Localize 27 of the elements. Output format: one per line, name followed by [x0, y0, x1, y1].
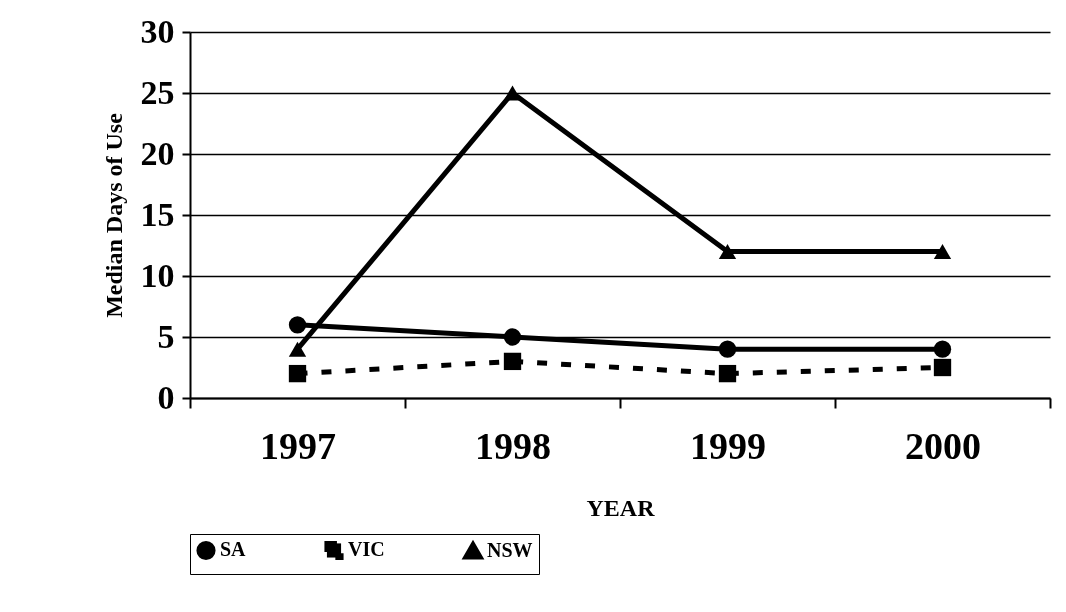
point — [718, 340, 737, 358]
y-tick-label: 15 — [140, 195, 175, 233]
point — [933, 340, 952, 358]
x-tick-label: 1998 — [475, 424, 551, 467]
point — [288, 341, 307, 357]
x-tick-label: 1999 — [690, 424, 766, 467]
y-tick-label: 25 — [140, 73, 175, 111]
legend-label: SA — [220, 538, 247, 561]
point — [503, 328, 522, 346]
y-tick-label: 30 — [140, 12, 175, 50]
point — [718, 364, 737, 383]
y-tick-label: 20 — [140, 134, 175, 172]
y-tick-label: 0 — [157, 378, 175, 416]
x-tick-label: 1997 — [260, 424, 336, 467]
point — [718, 244, 737, 260]
legend-label: VIC — [348, 538, 385, 561]
y-axis-title: Median Days of Use — [100, 112, 127, 318]
x-axis-title: YEAR — [586, 494, 656, 521]
y-tick-label: 5 — [157, 317, 175, 355]
x-tick-label: 2000 — [905, 424, 981, 467]
legend-label: NSW — [487, 538, 533, 561]
point — [288, 364, 307, 383]
y-tick-label: 10 — [140, 256, 175, 294]
point — [933, 244, 952, 260]
point — [503, 352, 522, 371]
point — [288, 316, 307, 334]
point — [933, 358, 952, 377]
